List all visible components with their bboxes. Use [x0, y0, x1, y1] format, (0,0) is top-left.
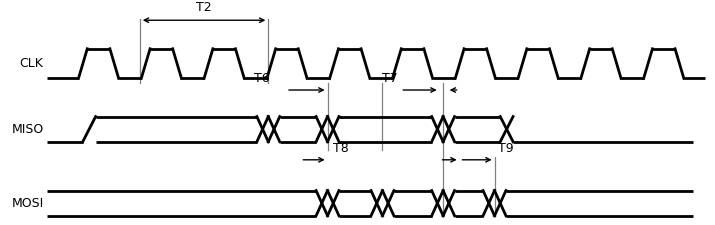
Text: T7: T7 — [383, 72, 398, 85]
Text: T8: T8 — [333, 142, 349, 155]
Text: T2: T2 — [196, 1, 212, 14]
Text: T9: T9 — [498, 142, 513, 155]
Text: CLK: CLK — [19, 57, 44, 70]
Text: T6: T6 — [254, 72, 270, 85]
Text: MOSI: MOSI — [11, 197, 44, 210]
Text: MISO: MISO — [11, 123, 44, 136]
